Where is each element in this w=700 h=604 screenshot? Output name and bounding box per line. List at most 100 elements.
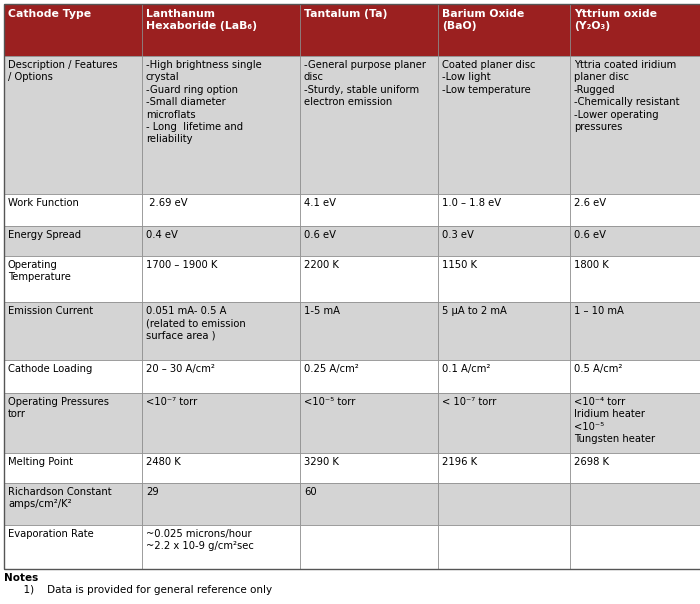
Text: 0.1 A/cm²: 0.1 A/cm²: [442, 364, 491, 374]
Bar: [570, 4, 700, 56]
Bar: [300, 302, 438, 360]
Text: -High brightness single
crystal
-Guard ring option
-Small diameter
microflats
- : -High brightness single crystal -Guard r…: [146, 60, 262, 144]
Text: Emission Current: Emission Current: [8, 306, 93, 316]
Bar: [570, 226, 700, 256]
Bar: [438, 393, 570, 453]
Bar: [300, 525, 438, 569]
Text: 0.051 mA- 0.5 A
(related to emission
surface area ): 0.051 mA- 0.5 A (related to emission sur…: [146, 306, 246, 341]
Bar: [142, 56, 300, 194]
Text: Operating Pressures
torr: Operating Pressures torr: [8, 397, 109, 419]
Bar: [570, 525, 700, 569]
Text: 29: 29: [146, 487, 159, 497]
Bar: [4, 194, 142, 226]
Bar: [570, 256, 700, 302]
Bar: [300, 226, 438, 256]
Text: 1-5 mA: 1-5 mA: [304, 306, 340, 316]
Bar: [4, 226, 142, 256]
Text: 60: 60: [304, 487, 316, 497]
Bar: [300, 360, 438, 393]
Text: 2196 K: 2196 K: [442, 457, 477, 467]
Bar: [438, 226, 570, 256]
Text: 1150 K: 1150 K: [442, 260, 477, 270]
Text: 2480 K: 2480 K: [146, 457, 181, 467]
Text: Melting Point: Melting Point: [8, 457, 73, 467]
Bar: [570, 453, 700, 483]
Text: <10⁻⁷ torr: <10⁻⁷ torr: [146, 397, 197, 407]
Text: Evaporation Rate: Evaporation Rate: [8, 529, 94, 539]
Bar: [300, 256, 438, 302]
Bar: [300, 56, 438, 194]
Bar: [300, 393, 438, 453]
Bar: [438, 302, 570, 360]
Bar: [4, 4, 142, 56]
Text: 0.25 A/cm²: 0.25 A/cm²: [304, 364, 358, 374]
Bar: [300, 453, 438, 483]
Bar: [438, 483, 570, 525]
Text: Richardson Constant
amps/cm²/K²: Richardson Constant amps/cm²/K²: [8, 487, 111, 509]
Text: Yttria coated iridium
planer disc
-Rugged
-Chemically resistant
-Lower operating: Yttria coated iridium planer disc -Rugge…: [574, 60, 680, 132]
Text: 1800 K: 1800 K: [574, 260, 609, 270]
Text: 1)    Data is provided for general reference only: 1) Data is provided for general referenc…: [4, 585, 272, 595]
Bar: [300, 4, 438, 56]
Text: 2.69 eV: 2.69 eV: [146, 198, 188, 208]
Bar: [142, 302, 300, 360]
Text: Operating
Temperature: Operating Temperature: [8, 260, 71, 283]
Bar: [4, 56, 142, 194]
Text: 4.1 eV: 4.1 eV: [304, 198, 336, 208]
Text: -General purpose planer
disc
-Sturdy, stable uniform
electron emission: -General purpose planer disc -Sturdy, st…: [304, 60, 426, 107]
Text: 20 – 30 A/cm²: 20 – 30 A/cm²: [146, 364, 215, 374]
Bar: [4, 360, 142, 393]
Text: 0.6 eV: 0.6 eV: [574, 230, 606, 240]
Bar: [570, 194, 700, 226]
Text: 2.6 eV: 2.6 eV: [574, 198, 606, 208]
Bar: [438, 525, 570, 569]
Bar: [142, 226, 300, 256]
Text: Tantalum (Ta): Tantalum (Ta): [304, 9, 387, 19]
Bar: [570, 393, 700, 453]
Bar: [142, 360, 300, 393]
Text: 3290 K: 3290 K: [304, 457, 339, 467]
Text: 0.5 A/cm²: 0.5 A/cm²: [574, 364, 622, 374]
Bar: [142, 393, 300, 453]
Text: 0.6 eV: 0.6 eV: [304, 230, 336, 240]
Bar: [438, 4, 570, 56]
Text: 1.0 – 1.8 eV: 1.0 – 1.8 eV: [442, 198, 501, 208]
Text: Notes: Notes: [4, 573, 39, 583]
Text: 0.4 eV: 0.4 eV: [146, 230, 178, 240]
Bar: [570, 302, 700, 360]
Text: 2698 K: 2698 K: [574, 457, 609, 467]
Text: 2200 K: 2200 K: [304, 260, 339, 270]
Bar: [4, 302, 142, 360]
Bar: [438, 453, 570, 483]
Text: Lanthanum
Hexaboride (LaB₆): Lanthanum Hexaboride (LaB₆): [146, 9, 257, 31]
Bar: [4, 453, 142, 483]
Bar: [438, 56, 570, 194]
Bar: [142, 525, 300, 569]
Text: Description / Features
/ Options: Description / Features / Options: [8, 60, 118, 82]
Text: Cathode Type: Cathode Type: [8, 9, 91, 19]
Bar: [438, 194, 570, 226]
Bar: [438, 360, 570, 393]
Bar: [142, 453, 300, 483]
Bar: [570, 483, 700, 525]
Text: 0.3 eV: 0.3 eV: [442, 230, 474, 240]
Bar: [570, 56, 700, 194]
Bar: [4, 393, 142, 453]
Text: 1700 – 1900 K: 1700 – 1900 K: [146, 260, 218, 270]
Text: 5 μA to 2 mA: 5 μA to 2 mA: [442, 306, 507, 316]
Bar: [142, 194, 300, 226]
Text: Energy Spread: Energy Spread: [8, 230, 81, 240]
Text: Yttrium oxide
(Y₂O₃): Yttrium oxide (Y₂O₃): [574, 9, 657, 31]
Bar: [4, 256, 142, 302]
Bar: [570, 360, 700, 393]
Text: <10⁻⁴ torr
Iridium heater
<10⁻⁵
Tungsten heater: <10⁻⁴ torr Iridium heater <10⁻⁵ Tungsten…: [574, 397, 655, 444]
Bar: [4, 483, 142, 525]
Bar: [300, 194, 438, 226]
Bar: [142, 483, 300, 525]
Bar: [142, 4, 300, 56]
Bar: [438, 256, 570, 302]
Bar: [142, 256, 300, 302]
Text: Work Function: Work Function: [8, 198, 79, 208]
Text: <10⁻⁵ torr: <10⁻⁵ torr: [304, 397, 356, 407]
Bar: [4, 525, 142, 569]
